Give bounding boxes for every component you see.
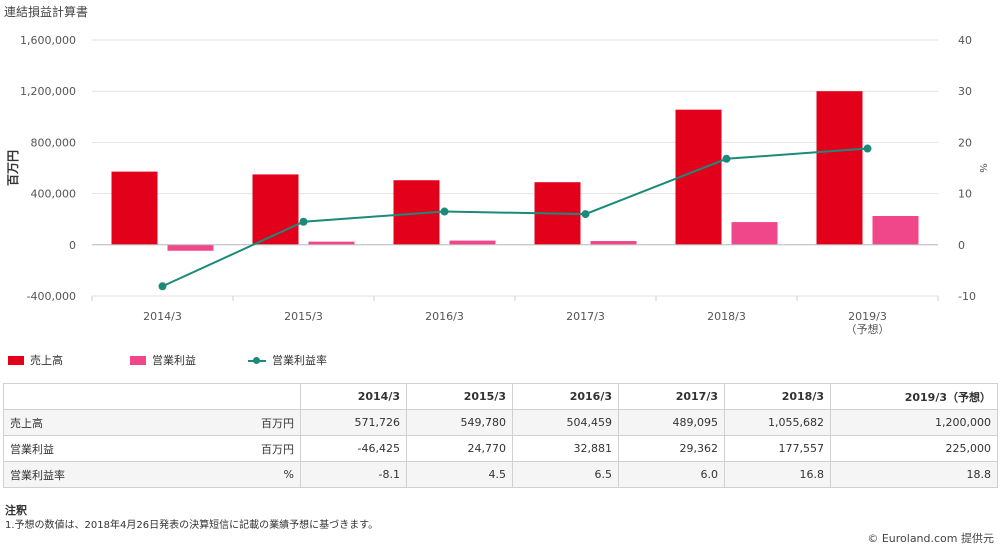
table-cell: 6.0 xyxy=(618,461,725,488)
y-axis-title: 百万円 xyxy=(6,150,20,186)
point-operating-margin xyxy=(299,217,308,226)
table-cell: 1,200,000 xyxy=(830,409,998,436)
table-header-cell: 2014/3 xyxy=(300,383,407,410)
legend-swatch-operating-profit xyxy=(130,355,146,365)
table-header-cell: 2016/3 xyxy=(512,383,619,410)
table-row: 営業利益率 % -8.1 4.5 6.5 6.0 16.8 18.8 xyxy=(3,461,998,488)
bar-operating-profit xyxy=(872,216,919,245)
point-operating-margin xyxy=(722,154,731,163)
bar-operating-profit xyxy=(167,244,214,251)
table-header-cell: 2017/3 xyxy=(618,383,725,410)
y-tick-label: 1,200,000 xyxy=(20,85,76,98)
legend-item-operating-profit[interactable]: 営業利益 xyxy=(130,352,196,368)
x-tick-label: 2018/3 xyxy=(707,310,746,323)
y2-tick-label: 0 xyxy=(958,239,965,252)
y-tick-label: 400,000 xyxy=(31,188,77,201)
legend-swatch-sales xyxy=(8,355,24,365)
legend-item-sales[interactable]: 売上高 xyxy=(8,352,63,368)
y2-axis-title: % xyxy=(977,163,988,173)
table-cell: 32,881 xyxy=(512,435,619,462)
table-cell: 1,055,682 xyxy=(724,409,831,436)
bar-operating-profit xyxy=(590,241,637,245)
legend-label-sales: 売上高 xyxy=(30,354,63,367)
y2-tick-label: 30 xyxy=(958,85,972,98)
table-row: 売上高 百万円 571,726 549,780 504,459 489,095 … xyxy=(3,409,998,436)
combo-chart: 1,600,000 40 1,200,000 30 800,000 20 400,000 10… xyxy=(6,34,988,336)
bar-sales xyxy=(111,171,158,245)
row-unit: 百万円 xyxy=(230,435,301,462)
table-cell: 24,770 xyxy=(406,435,513,462)
table-cell: 29,362 xyxy=(618,435,725,462)
bar-operating-profit xyxy=(731,222,778,245)
row-unit: 百万円 xyxy=(230,409,301,436)
y2-tick-label: 10 xyxy=(958,188,972,201)
row-label: 営業利益率 xyxy=(3,461,231,488)
table-cell: 225,000 xyxy=(830,435,998,462)
table-row: 営業利益 百万円 -46,425 24,770 32,881 29,362 17… xyxy=(3,435,998,462)
legend-swatch-operating-margin xyxy=(248,356,266,365)
x-tick-label: （予想） xyxy=(846,322,890,336)
y-tick-label: 800,000 xyxy=(31,136,77,149)
row-label: 売上高 xyxy=(3,409,231,436)
y2-tick-label: 40 xyxy=(958,34,972,47)
legend-label-operating-margin: 営業利益率 xyxy=(272,354,327,367)
table-cell: 18.8 xyxy=(830,461,998,488)
table-header-cell: 2019/3（予想） xyxy=(830,383,998,410)
legend-label-operating-profit: 営業利益 xyxy=(152,354,196,367)
point-operating-margin xyxy=(581,210,590,219)
y-tick-label: 1,600,000 xyxy=(20,34,76,47)
table-header-cell: 2015/3 xyxy=(406,383,513,410)
table-cell: 6.5 xyxy=(512,461,619,488)
row-unit: % xyxy=(230,461,301,488)
x-tick-label: 2019/3 xyxy=(848,310,887,323)
bar-operating-profit xyxy=(449,240,496,245)
bar-sales xyxy=(675,109,722,245)
table-header-corner xyxy=(3,383,301,410)
notes-section: 注釈 1.予想の数値は、2018年4月26日発表の決算短信に記載の業績予想に基づ… xyxy=(5,503,378,533)
y-tick-label: -400,000 xyxy=(27,290,76,303)
credit-link[interactable]: © Euroland.com 提供元 xyxy=(867,532,994,545)
legend-item-operating-margin[interactable]: 営業利益率 xyxy=(248,352,327,368)
note-item: 1.予想の数値は、2018年4月26日発表の決算短信に記載の業績予想に基づきます… xyxy=(5,520,379,531)
chart-title: 連結損益計算書 xyxy=(4,5,89,19)
table-cell: -46,425 xyxy=(300,435,407,462)
table-cell: 549,780 xyxy=(406,409,513,436)
table-header-row: 2014/3 2015/3 2016/3 2017/3 2018/3 2019/… xyxy=(3,383,998,410)
table-cell: 177,557 xyxy=(724,435,831,462)
table-cell: 504,459 xyxy=(512,409,619,436)
x-tick-label: 2014/3 xyxy=(143,310,182,323)
y-tick-label: 0 xyxy=(69,239,76,252)
line-operating-margin xyxy=(162,147,868,288)
x-tick-label: 2016/3 xyxy=(425,310,464,323)
bar-sales xyxy=(816,91,863,245)
notes-heading: 注釈 xyxy=(5,504,27,517)
row-label: 営業利益 xyxy=(3,435,231,462)
y2-tick-label: 20 xyxy=(958,136,972,149)
y2-tick-label: -10 xyxy=(958,290,976,303)
table-header-cell: 2018/3 xyxy=(724,383,831,410)
x-tick-label: 2017/3 xyxy=(566,310,605,323)
point-operating-margin xyxy=(158,282,167,291)
table-cell: 571,726 xyxy=(300,409,407,436)
x-tick-label: 2015/3 xyxy=(284,310,323,323)
bar-sales xyxy=(252,174,299,245)
bar-operating-profit xyxy=(308,241,355,245)
point-operating-margin xyxy=(863,144,872,153)
data-table: 2014/3 2015/3 2016/3 2017/3 2018/3 2019/… xyxy=(3,383,998,488)
table-cell: -8.1 xyxy=(300,461,407,488)
table-cell: 489,095 xyxy=(618,409,725,436)
table-cell: 16.8 xyxy=(724,461,831,488)
table-cell: 4.5 xyxy=(406,461,513,488)
point-operating-margin xyxy=(440,207,449,216)
